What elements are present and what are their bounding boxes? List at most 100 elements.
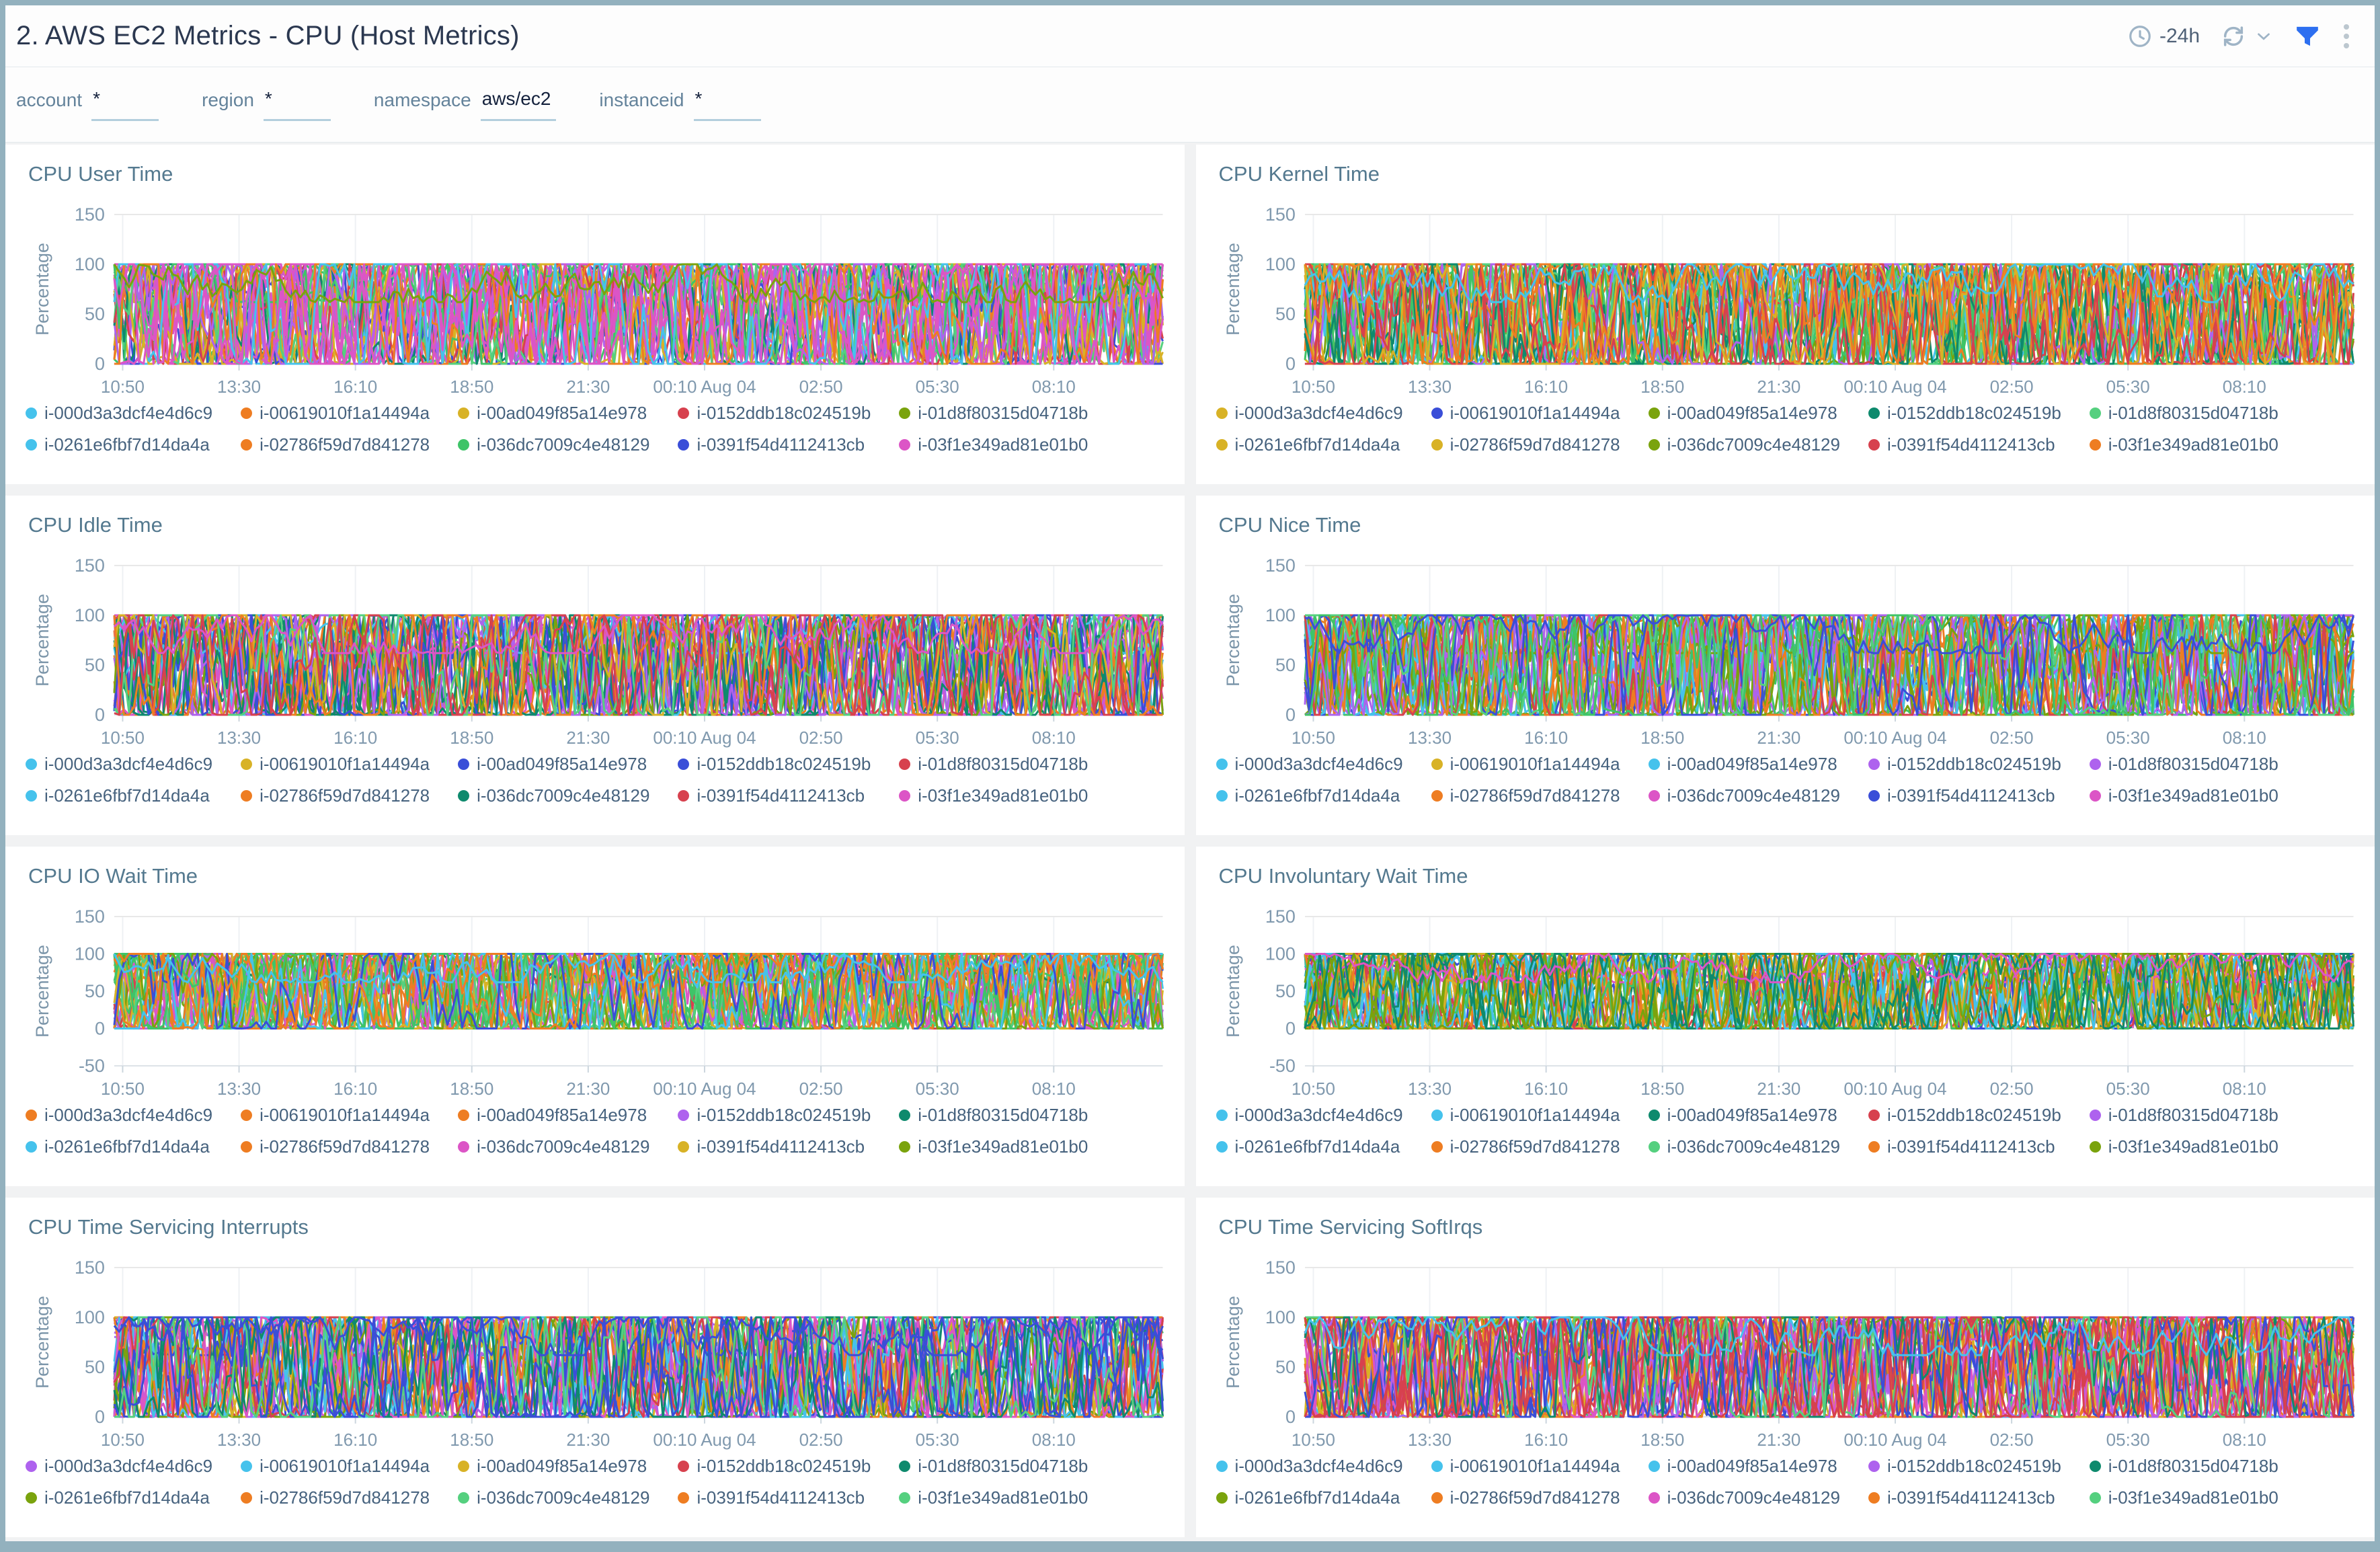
legend-item[interactable]: i-01d8f80315d04718b bbox=[2089, 1105, 2278, 1126]
filter-namespace-input[interactable]: aws/ec2 bbox=[480, 88, 557, 121]
legend-item[interactable]: i-000d3a3dcf4e4d6c9 bbox=[26, 754, 212, 775]
legend-item[interactable]: i-0152ddb18c024519b bbox=[1868, 1105, 2061, 1126]
legend-label: i-0261e6fbf7d14da4a bbox=[1234, 434, 1400, 455]
timeseries-plot[interactable]: 10:50 13:30 16:10 18:50 21:30 00:10 Aug 04 02:… bbox=[26, 899, 1168, 1101]
legend-item[interactable]: i-0391f54d4112413cb bbox=[678, 785, 871, 806]
legend-item[interactable]: i-0261e6fbf7d14da4a bbox=[26, 1487, 212, 1508]
legend-item[interactable]: i-01d8f80315d04718b bbox=[2089, 754, 2278, 775]
legend-item[interactable]: i-01d8f80315d04718b bbox=[899, 1456, 1088, 1477]
legend-item[interactable]: i-036dc7009c4e48129 bbox=[1648, 1487, 1840, 1508]
legend-item[interactable]: i-00ad049f85a14e978 bbox=[458, 403, 649, 424]
legend-item[interactable]: i-00ad049f85a14e978 bbox=[458, 1456, 649, 1477]
filter-icon[interactable] bbox=[2294, 23, 2321, 50]
legend-item[interactable]: i-00619010f1a14494a bbox=[1431, 1105, 1620, 1126]
legend-item[interactable]: i-00619010f1a14494a bbox=[1431, 403, 1620, 424]
legend-item[interactable]: i-02786f59d7d841278 bbox=[1431, 785, 1620, 806]
legend-item[interactable]: i-00ad049f85a14e978 bbox=[1648, 1456, 1840, 1477]
timeseries-plot[interactable]: 10:50 13:30 16:10 18:50 21:30 00:10 Aug 04 02:… bbox=[1216, 1250, 2359, 1452]
legend-item[interactable]: i-01d8f80315d04718b bbox=[2089, 1456, 2278, 1477]
legend-item[interactable]: i-0261e6fbf7d14da4a bbox=[1216, 434, 1403, 455]
legend-item[interactable]: i-01d8f80315d04718b bbox=[899, 754, 1088, 775]
legend-item[interactable]: i-0261e6fbf7d14da4a bbox=[26, 1136, 212, 1157]
legend-item[interactable]: i-00619010f1a14494a bbox=[241, 1105, 430, 1126]
legend-item[interactable]: i-03f1e349ad81e01b0 bbox=[899, 1136, 1088, 1157]
legend-item[interactable]: i-0391f54d4112413cb bbox=[1868, 1487, 2061, 1508]
filter-instanceid-input[interactable]: * bbox=[693, 88, 761, 121]
legend-item[interactable]: i-0391f54d4112413cb bbox=[678, 1136, 871, 1157]
legend-item[interactable]: i-036dc7009c4e48129 bbox=[1648, 785, 1840, 806]
legend-item[interactable]: i-0261e6fbf7d14da4a bbox=[1216, 1136, 1403, 1157]
x-tick-label: 18:50 bbox=[1640, 377, 1684, 397]
legend-item[interactable]: i-00619010f1a14494a bbox=[241, 403, 430, 424]
legend-item[interactable]: i-0261e6fbf7d14da4a bbox=[1216, 1487, 1403, 1508]
filter-account-input[interactable]: * bbox=[91, 88, 159, 121]
legend-item[interactable]: i-036dc7009c4e48129 bbox=[458, 434, 649, 455]
legend-item[interactable]: i-000d3a3dcf4e4d6c9 bbox=[26, 1105, 212, 1126]
legend-item[interactable]: i-00ad049f85a14e978 bbox=[458, 1105, 649, 1126]
legend-item[interactable]: i-0152ddb18c024519b bbox=[1868, 754, 2061, 775]
legend-item[interactable]: i-000d3a3dcf4e4d6c9 bbox=[1216, 1105, 1403, 1126]
legend-item[interactable]: i-0261e6fbf7d14da4a bbox=[1216, 785, 1403, 806]
legend-item[interactable]: i-000d3a3dcf4e4d6c9 bbox=[26, 403, 212, 424]
timeseries-plot[interactable]: 10:50 13:30 16:10 18:50 21:30 00:10 Aug 04 02:… bbox=[1216, 899, 2359, 1101]
timeseries-plot[interactable]: 10:50 13:30 16:10 18:50 21:30 00:10 Aug 04 02:… bbox=[26, 548, 1168, 750]
kebab-menu-icon[interactable] bbox=[2341, 24, 2352, 48]
legend-item[interactable]: i-0261e6fbf7d14da4a bbox=[26, 434, 212, 455]
legend-item[interactable]: i-0152ddb18c024519b bbox=[678, 754, 871, 775]
legend-item[interactable]: i-00ad049f85a14e978 bbox=[1648, 754, 1840, 775]
legend-item[interactable]: i-03f1e349ad81e01b0 bbox=[899, 785, 1088, 806]
legend-item[interactable]: i-0152ddb18c024519b bbox=[678, 1105, 871, 1126]
legend-item[interactable]: i-03f1e349ad81e01b0 bbox=[2089, 785, 2278, 806]
legend-item[interactable]: i-03f1e349ad81e01b0 bbox=[2089, 1487, 2278, 1508]
legend-item[interactable]: i-000d3a3dcf4e4d6c9 bbox=[26, 1456, 212, 1477]
x-axis: 10:50 13:30 16:10 18:50 21:30 00:10 Aug 04 02:… bbox=[1291, 1066, 2266, 1099]
legend-item[interactable]: i-000d3a3dcf4e4d6c9 bbox=[1216, 403, 1403, 424]
time-range-control[interactable]: -24h bbox=[2127, 24, 2200, 49]
legend-item[interactable]: i-00ad049f85a14e978 bbox=[1648, 1105, 1840, 1126]
legend-item[interactable]: i-02786f59d7d841278 bbox=[241, 785, 430, 806]
legend-item[interactable]: i-0391f54d4112413cb bbox=[1868, 434, 2061, 455]
timeseries-plot[interactable]: 10:50 13:30 16:10 18:50 21:30 00:10 Aug 04 02:… bbox=[1216, 197, 2359, 399]
legend-item[interactable]: i-01d8f80315d04718b bbox=[899, 403, 1088, 424]
legend-item[interactable]: i-000d3a3dcf4e4d6c9 bbox=[1216, 754, 1403, 775]
legend-item[interactable]: i-0391f54d4112413cb bbox=[1868, 1136, 2061, 1157]
legend-item[interactable]: i-02786f59d7d841278 bbox=[1431, 1136, 1620, 1157]
legend-item[interactable]: i-02786f59d7d841278 bbox=[1431, 434, 1620, 455]
legend-item[interactable]: i-0261e6fbf7d14da4a bbox=[26, 785, 212, 806]
legend-item[interactable]: i-036dc7009c4e48129 bbox=[1648, 1136, 1840, 1157]
legend-item[interactable]: i-0391f54d4112413cb bbox=[678, 1487, 871, 1508]
legend-item[interactable]: i-00619010f1a14494a bbox=[1431, 1456, 1620, 1477]
legend-item[interactable]: i-0152ddb18c024519b bbox=[1868, 403, 2061, 424]
legend-item[interactable]: i-00ad049f85a14e978 bbox=[1648, 403, 1840, 424]
legend-item[interactable]: i-036dc7009c4e48129 bbox=[1648, 434, 1840, 455]
legend-item[interactable]: i-0391f54d4112413cb bbox=[1868, 785, 2061, 806]
legend-item[interactable]: i-00ad049f85a14e978 bbox=[458, 754, 649, 775]
legend-label: i-02786f59d7d841278 bbox=[260, 785, 430, 806]
legend-item[interactable]: i-01d8f80315d04718b bbox=[2089, 403, 2278, 424]
timeseries-plot[interactable]: 10:50 13:30 16:10 18:50 21:30 00:10 Aug 04 02:… bbox=[1216, 548, 2359, 750]
timeseries-plot[interactable]: 10:50 13:30 16:10 18:50 21:30 00:10 Aug 04 02:… bbox=[26, 1250, 1168, 1452]
legend-item[interactable]: i-00619010f1a14494a bbox=[241, 754, 430, 775]
legend-item[interactable]: i-0152ddb18c024519b bbox=[1868, 1456, 2061, 1477]
timeseries-plot[interactable]: 10:50 13:30 16:10 18:50 21:30 00:10 Aug 04 02:… bbox=[26, 197, 1168, 399]
legend-item[interactable]: i-03f1e349ad81e01b0 bbox=[2089, 434, 2278, 455]
legend-item[interactable]: i-036dc7009c4e48129 bbox=[458, 1136, 649, 1157]
legend-item[interactable]: i-02786f59d7d841278 bbox=[241, 434, 430, 455]
legend-item[interactable]: i-02786f59d7d841278 bbox=[1431, 1487, 1620, 1508]
legend-item[interactable]: i-02786f59d7d841278 bbox=[241, 1487, 430, 1508]
refresh-control[interactable] bbox=[2220, 23, 2274, 50]
legend-item[interactable]: i-01d8f80315d04718b bbox=[899, 1105, 1088, 1126]
legend-item[interactable]: i-036dc7009c4e48129 bbox=[458, 785, 649, 806]
filter-region-input[interactable]: * bbox=[263, 88, 331, 121]
legend-item[interactable]: i-0391f54d4112413cb bbox=[678, 434, 871, 455]
legend-item[interactable]: i-00619010f1a14494a bbox=[1431, 754, 1620, 775]
legend-item[interactable]: i-0152ddb18c024519b bbox=[678, 1456, 871, 1477]
legend-item[interactable]: i-036dc7009c4e48129 bbox=[458, 1487, 649, 1508]
legend-item[interactable]: i-02786f59d7d841278 bbox=[241, 1136, 430, 1157]
legend-item[interactable]: i-03f1e349ad81e01b0 bbox=[899, 434, 1088, 455]
legend-item[interactable]: i-000d3a3dcf4e4d6c9 bbox=[1216, 1456, 1403, 1477]
legend-item[interactable]: i-03f1e349ad81e01b0 bbox=[2089, 1136, 2278, 1157]
legend-item[interactable]: i-00619010f1a14494a bbox=[241, 1456, 430, 1477]
legend-item[interactable]: i-0152ddb18c024519b bbox=[678, 403, 871, 424]
legend-item[interactable]: i-03f1e349ad81e01b0 bbox=[899, 1487, 1088, 1508]
